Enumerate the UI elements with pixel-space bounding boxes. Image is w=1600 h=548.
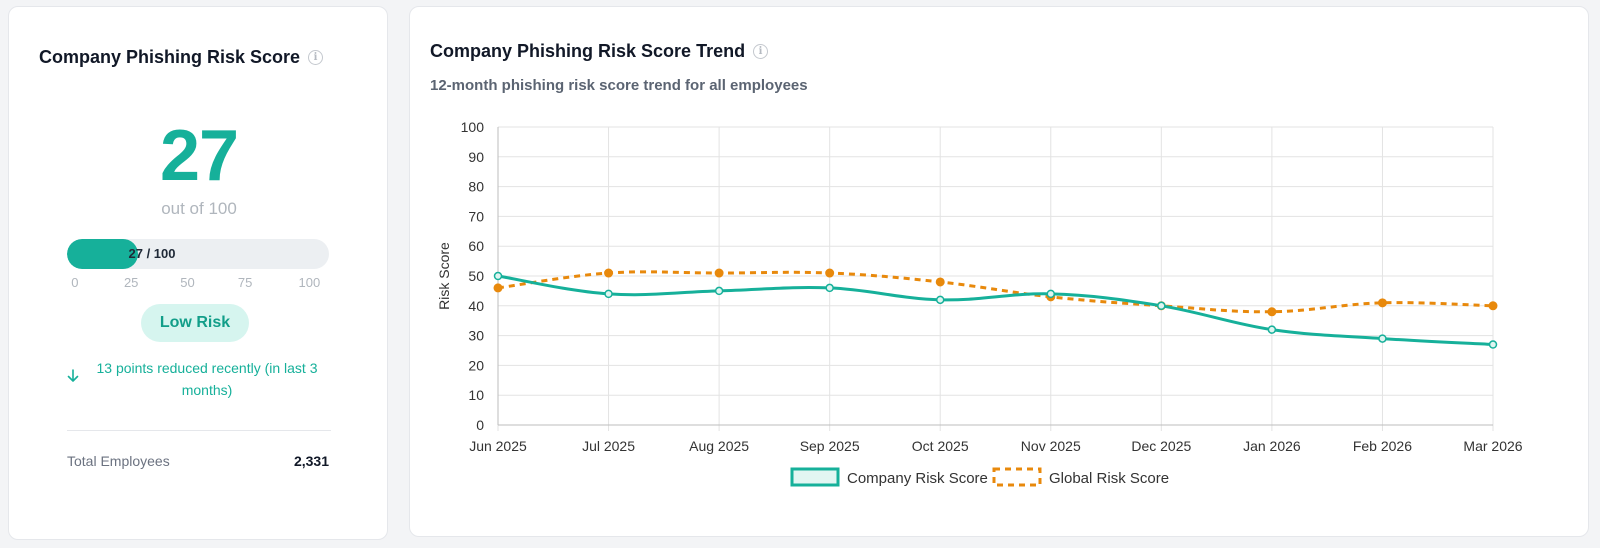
x-tick-label: Sep 2025: [800, 438, 860, 454]
company-risk-point: [825, 283, 834, 293]
x-tick-label: Jul 2025: [582, 438, 635, 454]
global-legend-swatch: [992, 467, 1042, 487]
company-risk-point: [1378, 334, 1387, 343]
global-risk-point: [1488, 301, 1498, 311]
legend-label[interactable]: Company Risk Score: [847, 470, 988, 487]
chart-axes: 0 10 20 30 40 50 60 70 80 90 100 Jun 2025 Jul 2025 Au…: [436, 119, 1523, 454]
arrow-down-icon: [67, 369, 79, 382]
trend-card-subtitle: 12-month phishing risk score trend for a…: [430, 77, 808, 94]
risk-score-card: Company Phishing Risk Score i 27 out of …: [8, 6, 388, 540]
global-risk-point: [493, 283, 503, 293]
y-tick-label: 0: [476, 417, 484, 433]
x-tick-label: Jan 2026: [1243, 438, 1301, 454]
company-risk-point: [493, 271, 503, 281]
chart-series: [493, 268, 1498, 349]
company-risk-line: [497, 274, 1494, 347]
trend-card-title: Company Phishing Risk Score Trend i: [430, 41, 769, 62]
global-risk-point: [935, 277, 945, 287]
company-risk-point: [1157, 301, 1166, 311]
legend-label[interactable]: Global Risk Score: [1049, 470, 1169, 487]
company-risk-point: [1267, 325, 1277, 334]
global-risk-point: [1377, 298, 1387, 308]
global-risk-point: [714, 268, 724, 278]
risk-level-badge: Low Risk: [141, 304, 249, 342]
x-tick-label: Mar 2026: [1463, 438, 1522, 454]
y-tick-label: 80: [468, 179, 484, 195]
total-employees-value: 2,331: [293, 453, 329, 469]
x-tick-label: Feb 2026: [1353, 438, 1412, 454]
y-tick-label: 100: [461, 119, 485, 135]
y-tick-label: 40: [468, 298, 484, 314]
score-card-title-text: Company Phishing Risk Score: [39, 47, 301, 67]
company-risk-point: [1488, 340, 1498, 349]
risk-trend-card: Company Phishing Risk Score Trend i 12-m…: [409, 6, 1589, 537]
global-risk-point: [1267, 307, 1277, 317]
info-icon[interactable]: i: [308, 50, 324, 65]
risk-score-progress-fill: [67, 239, 138, 269]
score-change-text: 13 points reduced recently (in last 3 mo…: [96, 360, 318, 398]
global-risk-point: [604, 268, 614, 278]
x-tick-label: Aug 2025: [689, 438, 749, 454]
progress-scale: 0 25 50 75 100: [67, 275, 329, 290]
x-tick-label: Dec 2025: [1131, 438, 1191, 454]
y-tick-label: 10: [468, 387, 484, 403]
company-risk-point: [714, 286, 724, 296]
progress-tick: 75: [237, 275, 253, 290]
global-risk-point: [825, 268, 835, 278]
progress-tick: 100: [298, 275, 321, 290]
x-tick-label: Jun 2025: [469, 438, 527, 454]
y-axis-title: Risk Score: [436, 242, 452, 310]
total-employees-label: Total Employees: [67, 453, 170, 469]
chart-legend[interactable]: Company Risk Score Global Risk Score: [790, 467, 1169, 487]
x-tick-label: Nov 2025: [1021, 438, 1081, 454]
risk-score-progress-bar: 27 / 100: [67, 239, 329, 269]
risk-score-out-of: out of 100: [161, 199, 237, 218]
y-tick-label: 30: [468, 328, 484, 344]
company-risk-point: [604, 289, 613, 299]
y-tick-label: 60: [468, 238, 484, 254]
y-tick-label: 50: [468, 268, 484, 284]
y-tick-label: 70: [468, 208, 484, 224]
risk-trend-chart: 0 10 20 30 40 50 60 70 80 90 100 Jun 2025 Jul 2025 Au…: [436, 119, 1523, 487]
divider: [67, 430, 331, 431]
company-risk-point: [935, 295, 945, 305]
risk-score-value: 27: [159, 116, 239, 196]
progress-tick: 50: [180, 275, 195, 290]
score-change-note: 13 points reduced recently (in last 3 mo…: [67, 357, 329, 401]
global-risk-line: [497, 270, 1494, 314]
risk-score-progress-label: 27 / 100: [128, 246, 176, 261]
progress-tick: 0: [71, 275, 79, 290]
chart-gridlines: [497, 126, 1494, 431]
company-risk-point: [1046, 289, 1056, 299]
y-tick-label: 90: [468, 149, 484, 165]
progress-tick: 25: [123, 275, 139, 290]
score-card-title: Company Phishing Risk Score i: [39, 47, 324, 68]
trend-card-title-text: Company Phishing Risk Score Trend: [430, 41, 746, 61]
company-legend-swatch: [790, 467, 840, 487]
info-icon[interactable]: i: [753, 44, 769, 59]
y-tick-label: 20: [468, 357, 484, 373]
x-tick-label: Oct 2025: [912, 438, 969, 454]
